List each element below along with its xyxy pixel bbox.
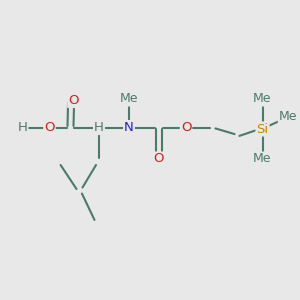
Text: O: O: [181, 121, 191, 134]
Text: O: O: [68, 94, 79, 107]
Text: O: O: [154, 152, 164, 166]
Text: O: O: [44, 121, 55, 134]
Text: N: N: [124, 121, 134, 134]
Text: Si: Si: [256, 122, 268, 136]
Text: Me: Me: [253, 92, 272, 106]
Text: Me: Me: [253, 152, 272, 166]
Text: H: H: [18, 121, 27, 134]
Text: Me: Me: [279, 110, 297, 124]
Text: H: H: [94, 121, 104, 134]
Text: Me: Me: [120, 92, 138, 106]
